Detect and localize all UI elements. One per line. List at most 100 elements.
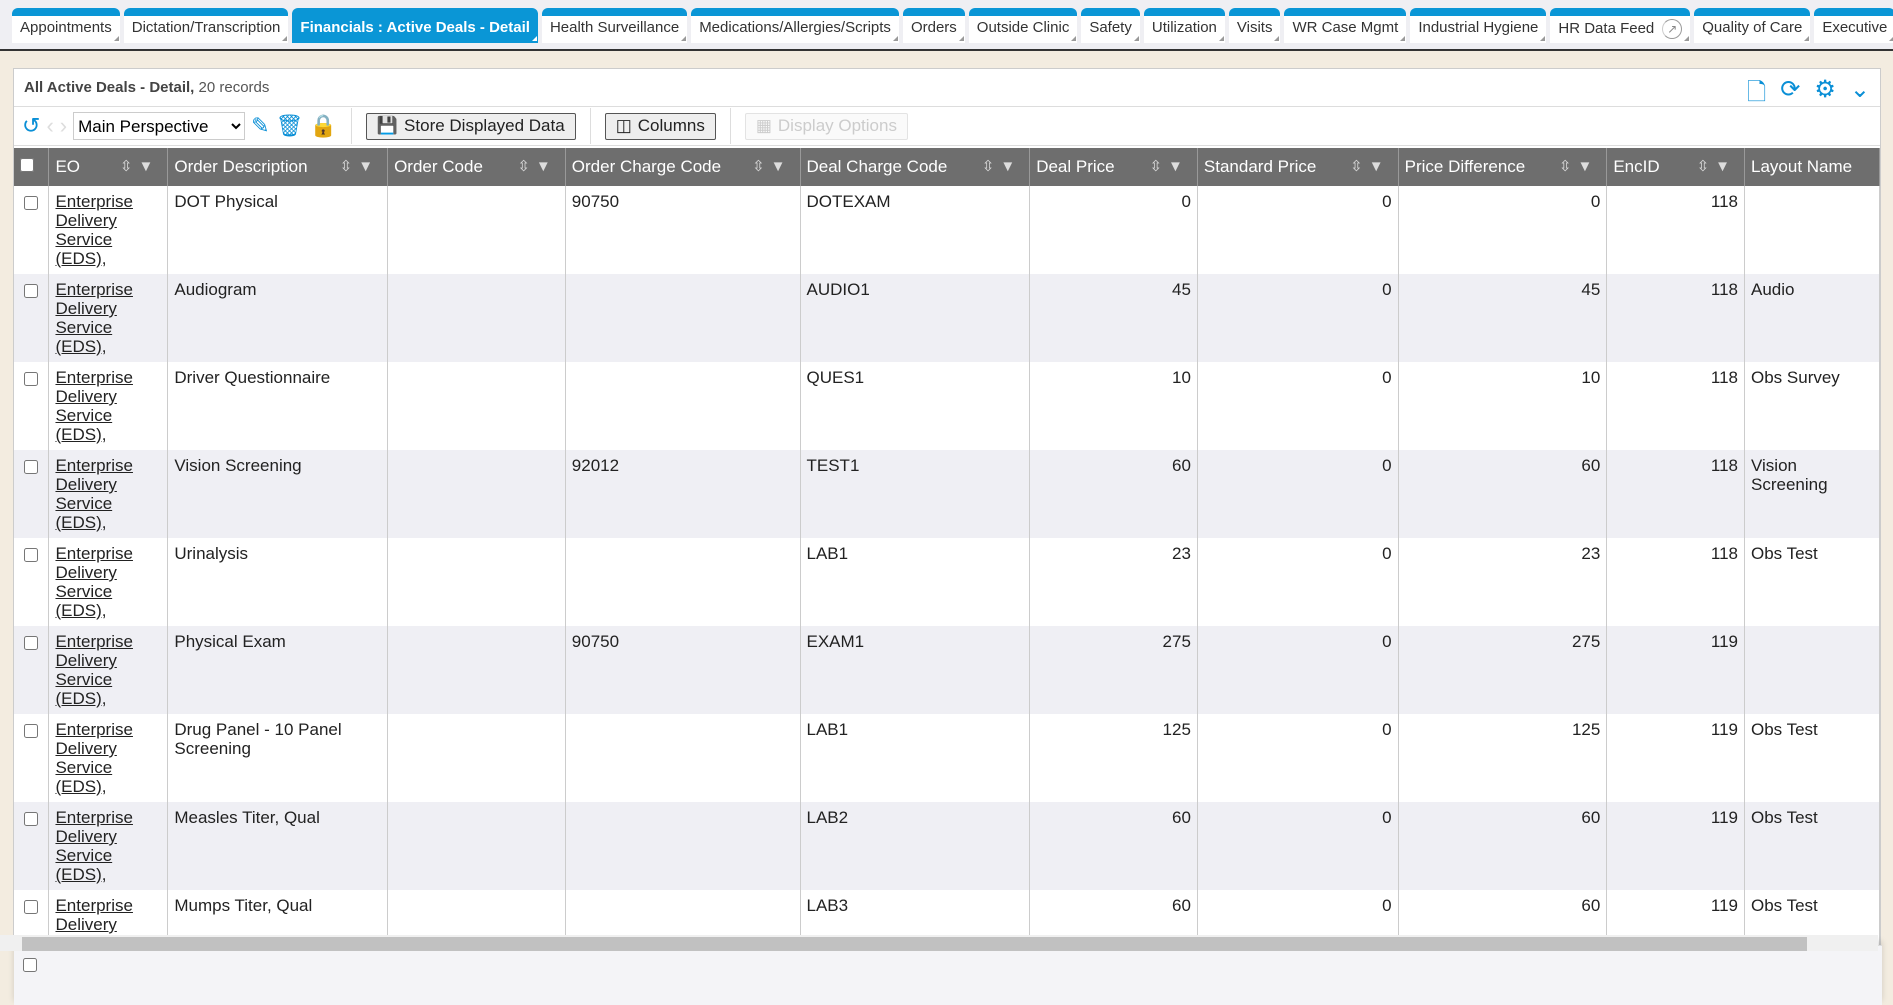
filter-icon[interactable]: ▼ [358,158,380,175]
tab-safety[interactable]: Safety [1081,8,1140,43]
eo-link[interactable]: Enterprise Delivery Service (EDS), [55,456,133,532]
cell [387,450,566,538]
table-row[interactable]: Enterprise Delivery Service (EDS), Audiog… [14,274,1880,362]
eo-link[interactable]: Enterprise Delivery Service (EDS), [55,192,133,268]
cell: 118 [1606,186,1745,274]
filter-icon[interactable]: ▼ [1368,158,1390,175]
trash-icon[interactable]: 🗑 [275,113,304,138]
tab-financials-active-deals-detail[interactable]: Financials : Active Deals - Detail [292,8,538,43]
row-checkbox[interactable] [24,284,38,298]
tab-health-surveillance[interactable]: Health Surveillance [541,8,688,43]
column-header[interactable]: Order Description ⇳▼ [167,148,389,186]
cell: 45 [1029,274,1198,362]
filter-icon[interactable]: ▼ [1715,158,1736,175]
filter-icon[interactable]: ▼ [535,158,557,175]
table-row[interactable]: Enterprise Delivery Service (EDS), Vision… [14,450,1880,538]
tab-visits[interactable]: Visits [1228,8,1281,43]
cell: QUES1 [800,362,1031,450]
cell: DOT Physical [167,186,389,274]
filter-icon[interactable]: ▼ [1168,158,1189,175]
tab-hr-data-feed[interactable]: HR Data Feed ↗ [1550,8,1691,43]
table-row[interactable]: Enterprise Delivery Service (EDS), Physic… [14,626,1880,714]
sort-icon[interactable]: ⇳ [1558,158,1578,175]
columns-button[interactable]: ◫ Columns [604,112,716,140]
tab-medications-allergies-scripts[interactable]: Medications/Allergies/Scripts [691,8,899,43]
cell: LAB1 [800,538,1031,626]
chevron-down-icon[interactable]: ⌄ [1849,76,1870,103]
row-checkbox[interactable] [24,460,38,474]
tab-appointments[interactable]: Appointments [12,8,120,43]
tab-quality-of-care[interactable]: Quality of Care [1694,8,1811,43]
column-header[interactable]: EO ⇳▼ [48,148,169,186]
eo-link[interactable]: Enterprise Delivery Service (EDS), [55,720,133,796]
sort-icon[interactable]: ⇳ [1696,158,1716,175]
undo-icon[interactable]: ↺ [22,113,41,138]
row-checkbox[interactable] [24,812,38,826]
footer-checkbox[interactable] [23,958,37,972]
lock-icon[interactable]: 🔒 [309,113,337,138]
row-checkbox[interactable] [24,724,38,738]
eo-link[interactable]: Enterprise Delivery Service (EDS), [55,632,133,708]
tab-utilization[interactable]: Utilization [1143,8,1225,43]
new-document-icon[interactable]: 🗋 [1746,79,1767,106]
gear-icon[interactable]: ⚙ [1814,76,1836,103]
select-all-checkbox[interactable] [20,158,34,172]
filter-icon[interactable]: ▼ [1577,158,1599,175]
column-header[interactable]: Layout Name [1744,148,1880,186]
column-header[interactable]: Deal Charge Code ⇳▼ [800,148,1031,186]
tab-wr-case-mgmt[interactable]: WR Case Mgmt [1284,8,1407,43]
row-checkbox[interactable] [24,548,38,562]
store-displayed-data-button[interactable]: 💾 Store Displayed Data [365,112,576,140]
sort-icon[interactable]: ⇳ [1149,158,1169,175]
column-header[interactable]: Order Charge Code ⇳▼ [565,148,801,186]
table-row[interactable]: Enterprise Delivery Service (EDS), Measle… [14,802,1880,890]
row-checkbox[interactable] [24,372,38,386]
column-header[interactable]: Price Difference ⇳▼ [1398,148,1608,186]
cell: 92012 [565,450,801,538]
cell: 0 [1197,714,1399,802]
scrollbar-thumb[interactable] [22,937,1807,951]
sort-icon[interactable]: ⇳ [119,158,139,175]
sort-icon[interactable]: ⇳ [752,158,771,175]
column-header[interactable]: EncID ⇳▼ [1606,148,1745,186]
row-checkbox[interactable] [24,196,38,210]
toolbar: ↺ ‹ › Main Perspective ✎ 🗑 🔒 💾 Store Disp… [14,107,1880,146]
sort-icon[interactable]: ⇳ [517,158,536,175]
perspective-select[interactable]: Main Perspective [73,112,246,140]
panel-title: All Active Deals - Detail, [24,79,195,96]
sort-icon[interactable]: ⇳ [981,158,1001,175]
forward-icon[interactable]: › [59,113,68,138]
horizontal-scrollbar[interactable] [0,935,1878,951]
tab-dictation-transcription[interactable]: Dictation/Transcription [123,8,289,43]
external-link-icon[interactable]: ↗ [1662,19,1683,39]
cell [387,802,566,890]
filter-icon[interactable]: ▼ [770,158,792,175]
cell: 118 [1606,538,1745,626]
back-icon[interactable]: ‹ [46,113,54,138]
column-header[interactable]: Standard Price ⇳▼ [1197,148,1399,186]
cell: Physical Exam [167,626,389,714]
eo-link[interactable]: Enterprise Delivery Service (EDS), [55,280,133,356]
sort-icon[interactable]: ⇳ [339,158,359,175]
sort-icon[interactable]: ⇳ [1350,158,1369,175]
eo-link[interactable]: Enterprise Delivery Service (EDS), [55,808,133,884]
pencil-icon[interactable]: ✎ [251,113,270,138]
filter-icon[interactable]: ▼ [1000,158,1022,175]
filter-icon[interactable]: ▼ [138,158,160,175]
refresh-icon[interactable]: ⟳ [1780,76,1801,103]
row-checkbox[interactable] [24,900,38,914]
cell [387,538,566,626]
table-row[interactable]: Enterprise Delivery Service (EDS), Urinal… [14,538,1880,626]
table-row[interactable]: Enterprise Delivery Service (EDS), Driver… [14,362,1880,450]
column-header[interactable]: Order Code ⇳▼ [387,148,566,186]
table-row[interactable]: Enterprise Delivery Service (EDS), DOT Ph… [14,186,1880,274]
tab-orders[interactable]: Orders [902,8,965,43]
tab-outside-clinic[interactable]: Outside Clinic [968,8,1078,43]
table-row[interactable]: Enterprise Delivery Service (EDS), Drug P… [14,714,1880,802]
tab-executive[interactable]: Executive [1814,8,1893,43]
tab-industrial-hygiene[interactable]: Industrial Hygiene [1410,8,1547,43]
eo-link[interactable]: Enterprise Delivery Service (EDS), [55,368,133,444]
row-checkbox[interactable] [24,636,38,650]
column-header[interactable]: Deal Price ⇳▼ [1029,148,1198,186]
eo-link[interactable]: Enterprise Delivery Service (EDS), [55,544,133,620]
